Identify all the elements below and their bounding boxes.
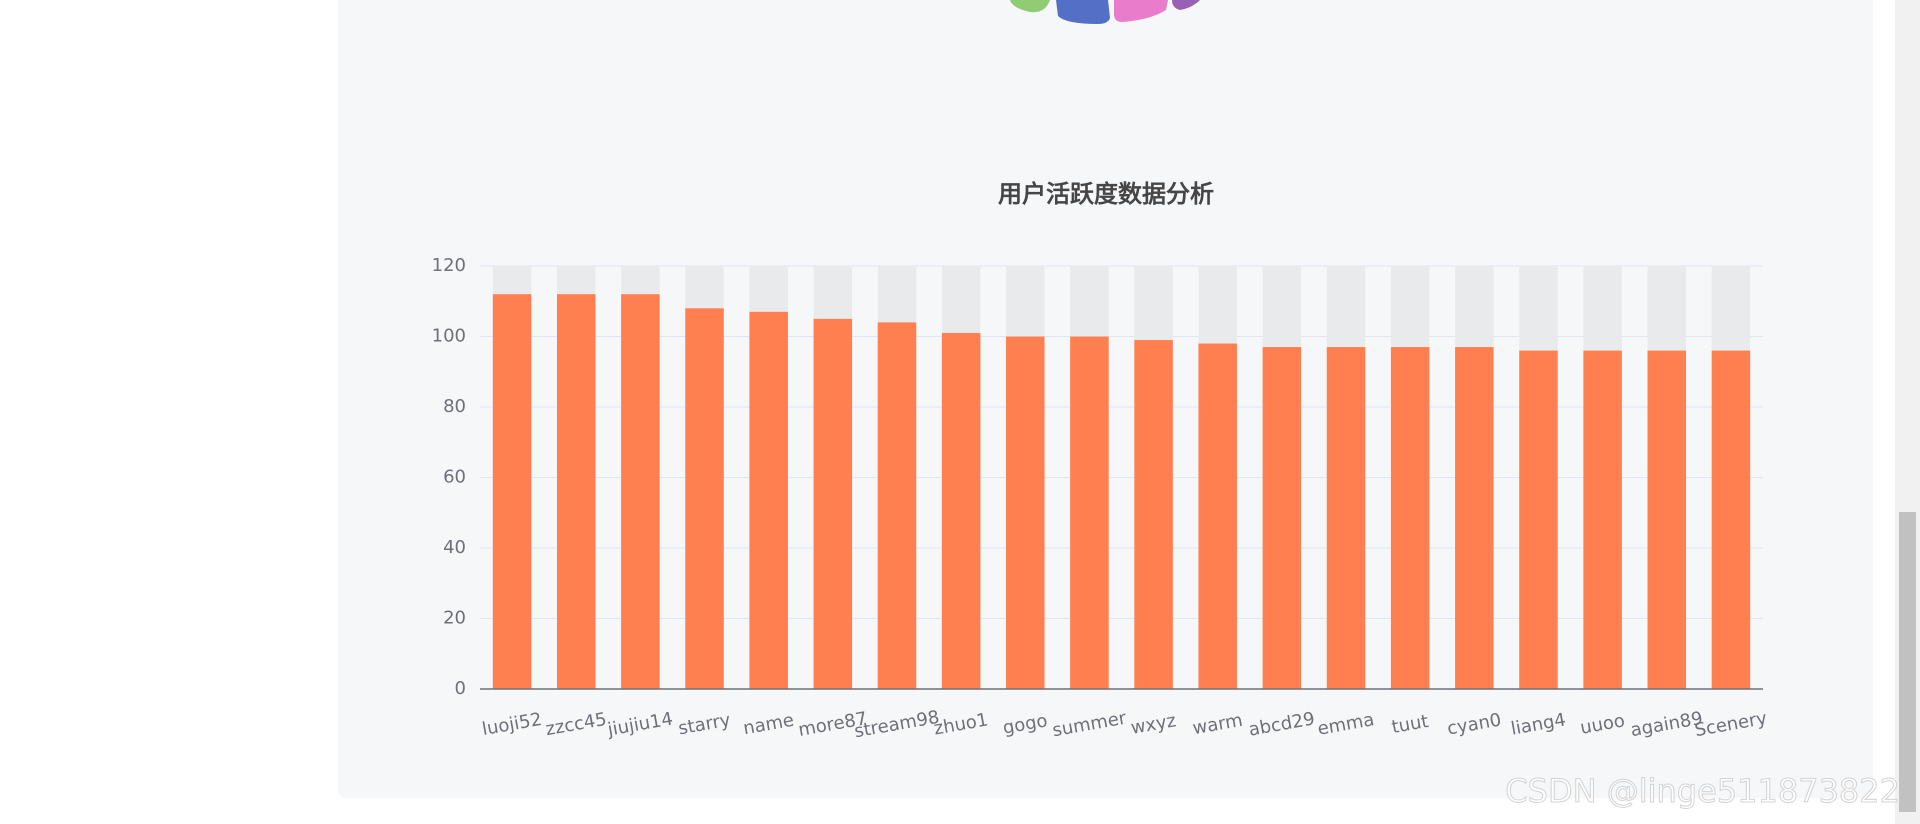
pie-fragment xyxy=(1010,0,1200,24)
y-tick-label: 100 xyxy=(432,326,466,347)
bar xyxy=(1390,347,1430,689)
y-tick-label: 20 xyxy=(443,608,466,629)
y-tick-label: 60 xyxy=(443,467,466,488)
bar xyxy=(685,308,724,689)
bar xyxy=(813,318,853,689)
bar xyxy=(749,311,788,689)
bar xyxy=(556,294,596,689)
bar xyxy=(1519,350,1558,689)
bar xyxy=(1455,347,1494,689)
bar xyxy=(1198,343,1237,689)
bar xyxy=(1262,347,1302,689)
bar xyxy=(1583,350,1622,689)
chart-title: 用户活跃度数据分析 xyxy=(998,180,1214,208)
pie-slice xyxy=(1010,0,1050,13)
watermark: CSDN @linge511873822 xyxy=(1505,772,1900,810)
scrollbar-thumb[interactable] xyxy=(1899,512,1916,812)
y-tick-label: 80 xyxy=(443,396,466,417)
bar xyxy=(1006,336,1045,689)
bar xyxy=(1711,350,1751,689)
y-tick-label: 40 xyxy=(443,537,466,558)
bar xyxy=(1070,336,1109,689)
y-tick-label: 120 xyxy=(432,255,466,276)
pie-slice xyxy=(1114,0,1168,22)
bar xyxy=(1134,340,1173,689)
pie-slice xyxy=(1172,0,1200,10)
bar xyxy=(621,294,660,689)
y-tick-label: 0 xyxy=(455,678,466,699)
bar xyxy=(492,294,532,689)
pie-slice xyxy=(1056,0,1110,24)
bar xyxy=(1326,347,1366,689)
bar xyxy=(877,322,917,689)
bar xyxy=(941,332,981,689)
bar xyxy=(1647,350,1687,689)
